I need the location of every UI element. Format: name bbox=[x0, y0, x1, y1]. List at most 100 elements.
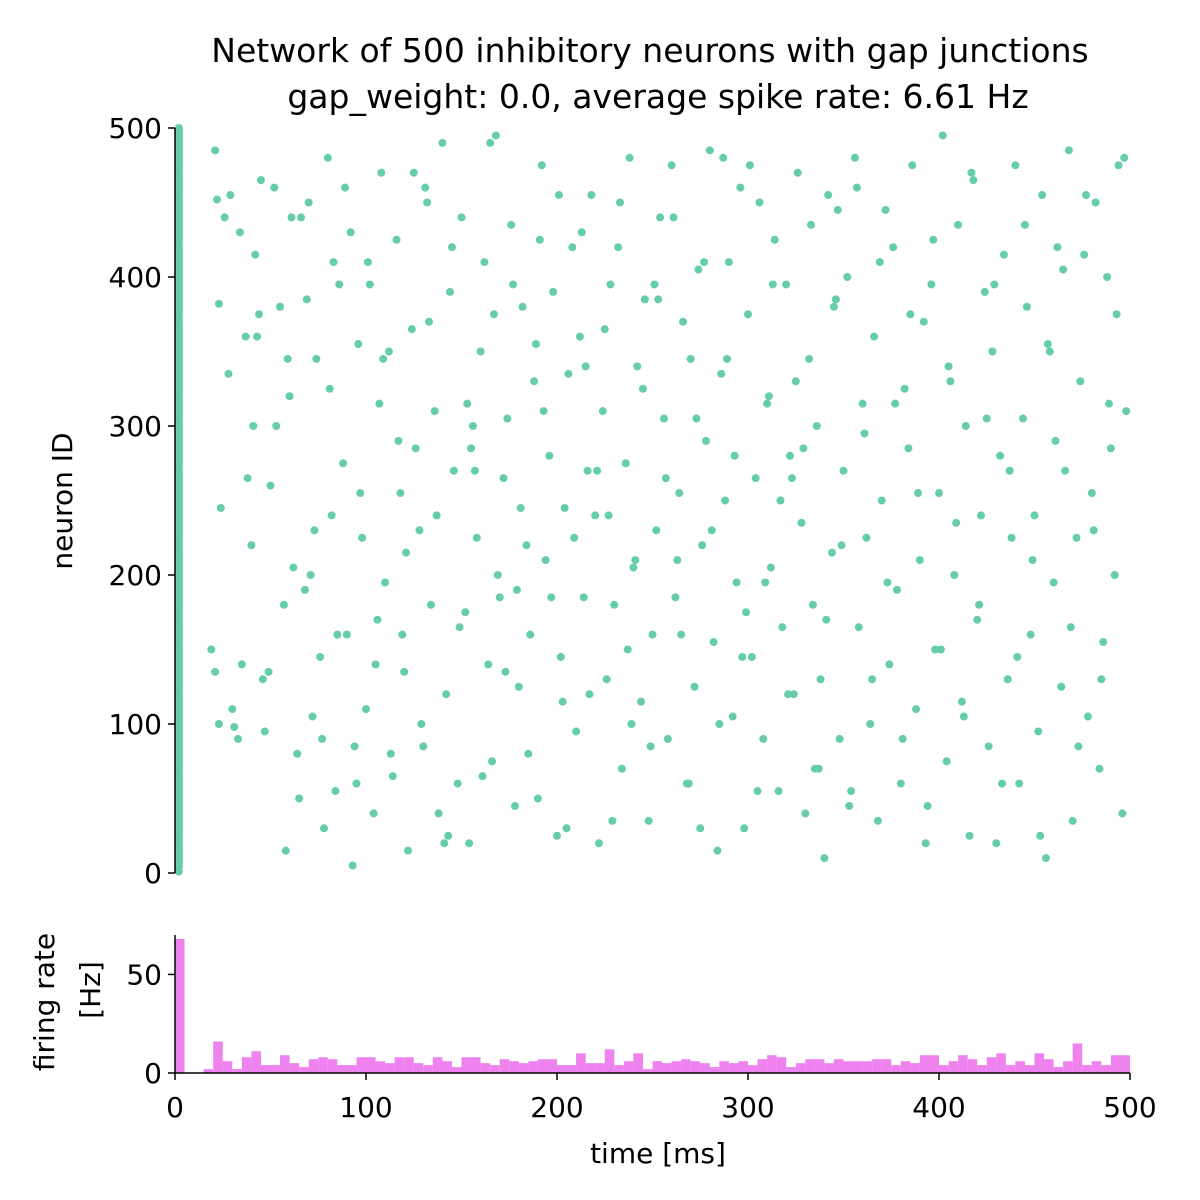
rate-bar bbox=[299, 1067, 309, 1073]
spike-point bbox=[575, 332, 584, 341]
spike-point bbox=[854, 623, 863, 632]
spike-point bbox=[850, 153, 859, 162]
rate-bar bbox=[1053, 1067, 1064, 1073]
spike-point bbox=[440, 839, 449, 848]
spike-point bbox=[828, 548, 837, 557]
spike-point bbox=[522, 541, 531, 550]
spike-point bbox=[684, 779, 693, 788]
spike-point bbox=[585, 690, 594, 699]
rate-bar bbox=[891, 1065, 901, 1073]
spike-point bbox=[644, 816, 653, 825]
spike-point bbox=[787, 474, 796, 483]
spike-point bbox=[289, 563, 298, 572]
raster-y-tick-label: 100 bbox=[109, 708, 162, 741]
spike-point bbox=[919, 317, 928, 326]
spike-point bbox=[810, 764, 819, 773]
spike-point bbox=[1106, 444, 1115, 453]
spike-point bbox=[421, 183, 430, 192]
spike-point bbox=[430, 407, 439, 416]
spike-point bbox=[323, 153, 332, 162]
spike-point bbox=[220, 213, 229, 222]
spike-point bbox=[295, 794, 304, 803]
chart-title-line1: Network of 500 inhibitory neurons with g… bbox=[211, 31, 1088, 70]
spike-point bbox=[797, 518, 806, 527]
spike-point bbox=[312, 354, 321, 363]
spike-point bbox=[648, 630, 657, 639]
rate-bar bbox=[604, 1049, 615, 1073]
spike-point bbox=[812, 422, 821, 430]
spike-point bbox=[923, 801, 932, 810]
spike-point bbox=[999, 250, 1008, 259]
spike-point bbox=[325, 384, 334, 393]
spike-point bbox=[671, 593, 680, 602]
spike-point bbox=[415, 526, 424, 535]
spike-point bbox=[782, 280, 791, 289]
spike-point bbox=[679, 317, 688, 326]
spike-point bbox=[224, 369, 233, 378]
spike-point bbox=[808, 600, 817, 609]
spike-point bbox=[333, 630, 342, 639]
rate-x-tick-label: 200 bbox=[530, 1091, 583, 1124]
spike-point bbox=[885, 660, 894, 669]
spike-point bbox=[992, 839, 1001, 848]
spike-point bbox=[1043, 340, 1052, 349]
spike-point bbox=[512, 585, 521, 594]
spike-point bbox=[1068, 816, 1077, 825]
rate-bar bbox=[748, 1065, 758, 1073]
spike-point bbox=[1122, 407, 1131, 416]
rate-x-tick-label: 400 bbox=[912, 1091, 965, 1124]
spike-point bbox=[744, 310, 752, 319]
spike-point bbox=[839, 466, 848, 475]
rate-bar bbox=[413, 1063, 424, 1073]
spike-point bbox=[696, 824, 705, 833]
rate-bar bbox=[872, 1059, 882, 1073]
rate-bar bbox=[1082, 1065, 1092, 1073]
spike-point bbox=[721, 496, 730, 505]
spike-point bbox=[873, 816, 882, 825]
spike-point bbox=[1120, 153, 1129, 162]
spike-point bbox=[736, 183, 745, 192]
spike-point bbox=[835, 734, 844, 743]
spike-point bbox=[915, 556, 924, 565]
spike-point bbox=[673, 556, 682, 565]
rate-bar bbox=[652, 1061, 663, 1073]
spike-point bbox=[484, 660, 493, 669]
spike-point bbox=[1082, 191, 1091, 200]
spike-point bbox=[728, 712, 737, 721]
spike-point bbox=[384, 347, 393, 356]
spike-point bbox=[468, 422, 477, 430]
spike-point bbox=[1114, 161, 1123, 170]
rate-bar bbox=[623, 1061, 634, 1073]
spike-point bbox=[698, 541, 707, 550]
spike-point bbox=[614, 243, 623, 252]
spike-point bbox=[778, 623, 787, 632]
spike-point bbox=[339, 459, 348, 468]
spike-point bbox=[623, 645, 632, 654]
spike-point bbox=[214, 299, 223, 308]
spike-point bbox=[358, 533, 367, 542]
spike-point bbox=[1003, 675, 1012, 684]
rate-bar bbox=[461, 1057, 472, 1073]
spike-point bbox=[272, 422, 281, 430]
rate-bar bbox=[795, 1063, 806, 1073]
spike-point bbox=[633, 362, 642, 371]
spike-point bbox=[1072, 533, 1081, 542]
spike-point bbox=[629, 563, 638, 572]
rate-bar bbox=[614, 1065, 624, 1073]
spike-point bbox=[791, 377, 800, 386]
spike-point bbox=[1013, 652, 1022, 661]
spike-point bbox=[354, 340, 363, 349]
spike-point bbox=[640, 295, 649, 304]
spike-point bbox=[409, 168, 418, 177]
spike-point bbox=[977, 511, 986, 520]
spike-point bbox=[868, 675, 877, 684]
spike-point bbox=[732, 578, 741, 587]
spike-point bbox=[1015, 779, 1024, 788]
spike-point bbox=[486, 138, 495, 147]
spike-point bbox=[845, 801, 854, 810]
spike-point bbox=[820, 854, 829, 863]
spike-point bbox=[211, 146, 220, 155]
spike-point bbox=[577, 228, 586, 237]
rate-bar bbox=[423, 1065, 433, 1073]
spike-point bbox=[442, 690, 451, 699]
